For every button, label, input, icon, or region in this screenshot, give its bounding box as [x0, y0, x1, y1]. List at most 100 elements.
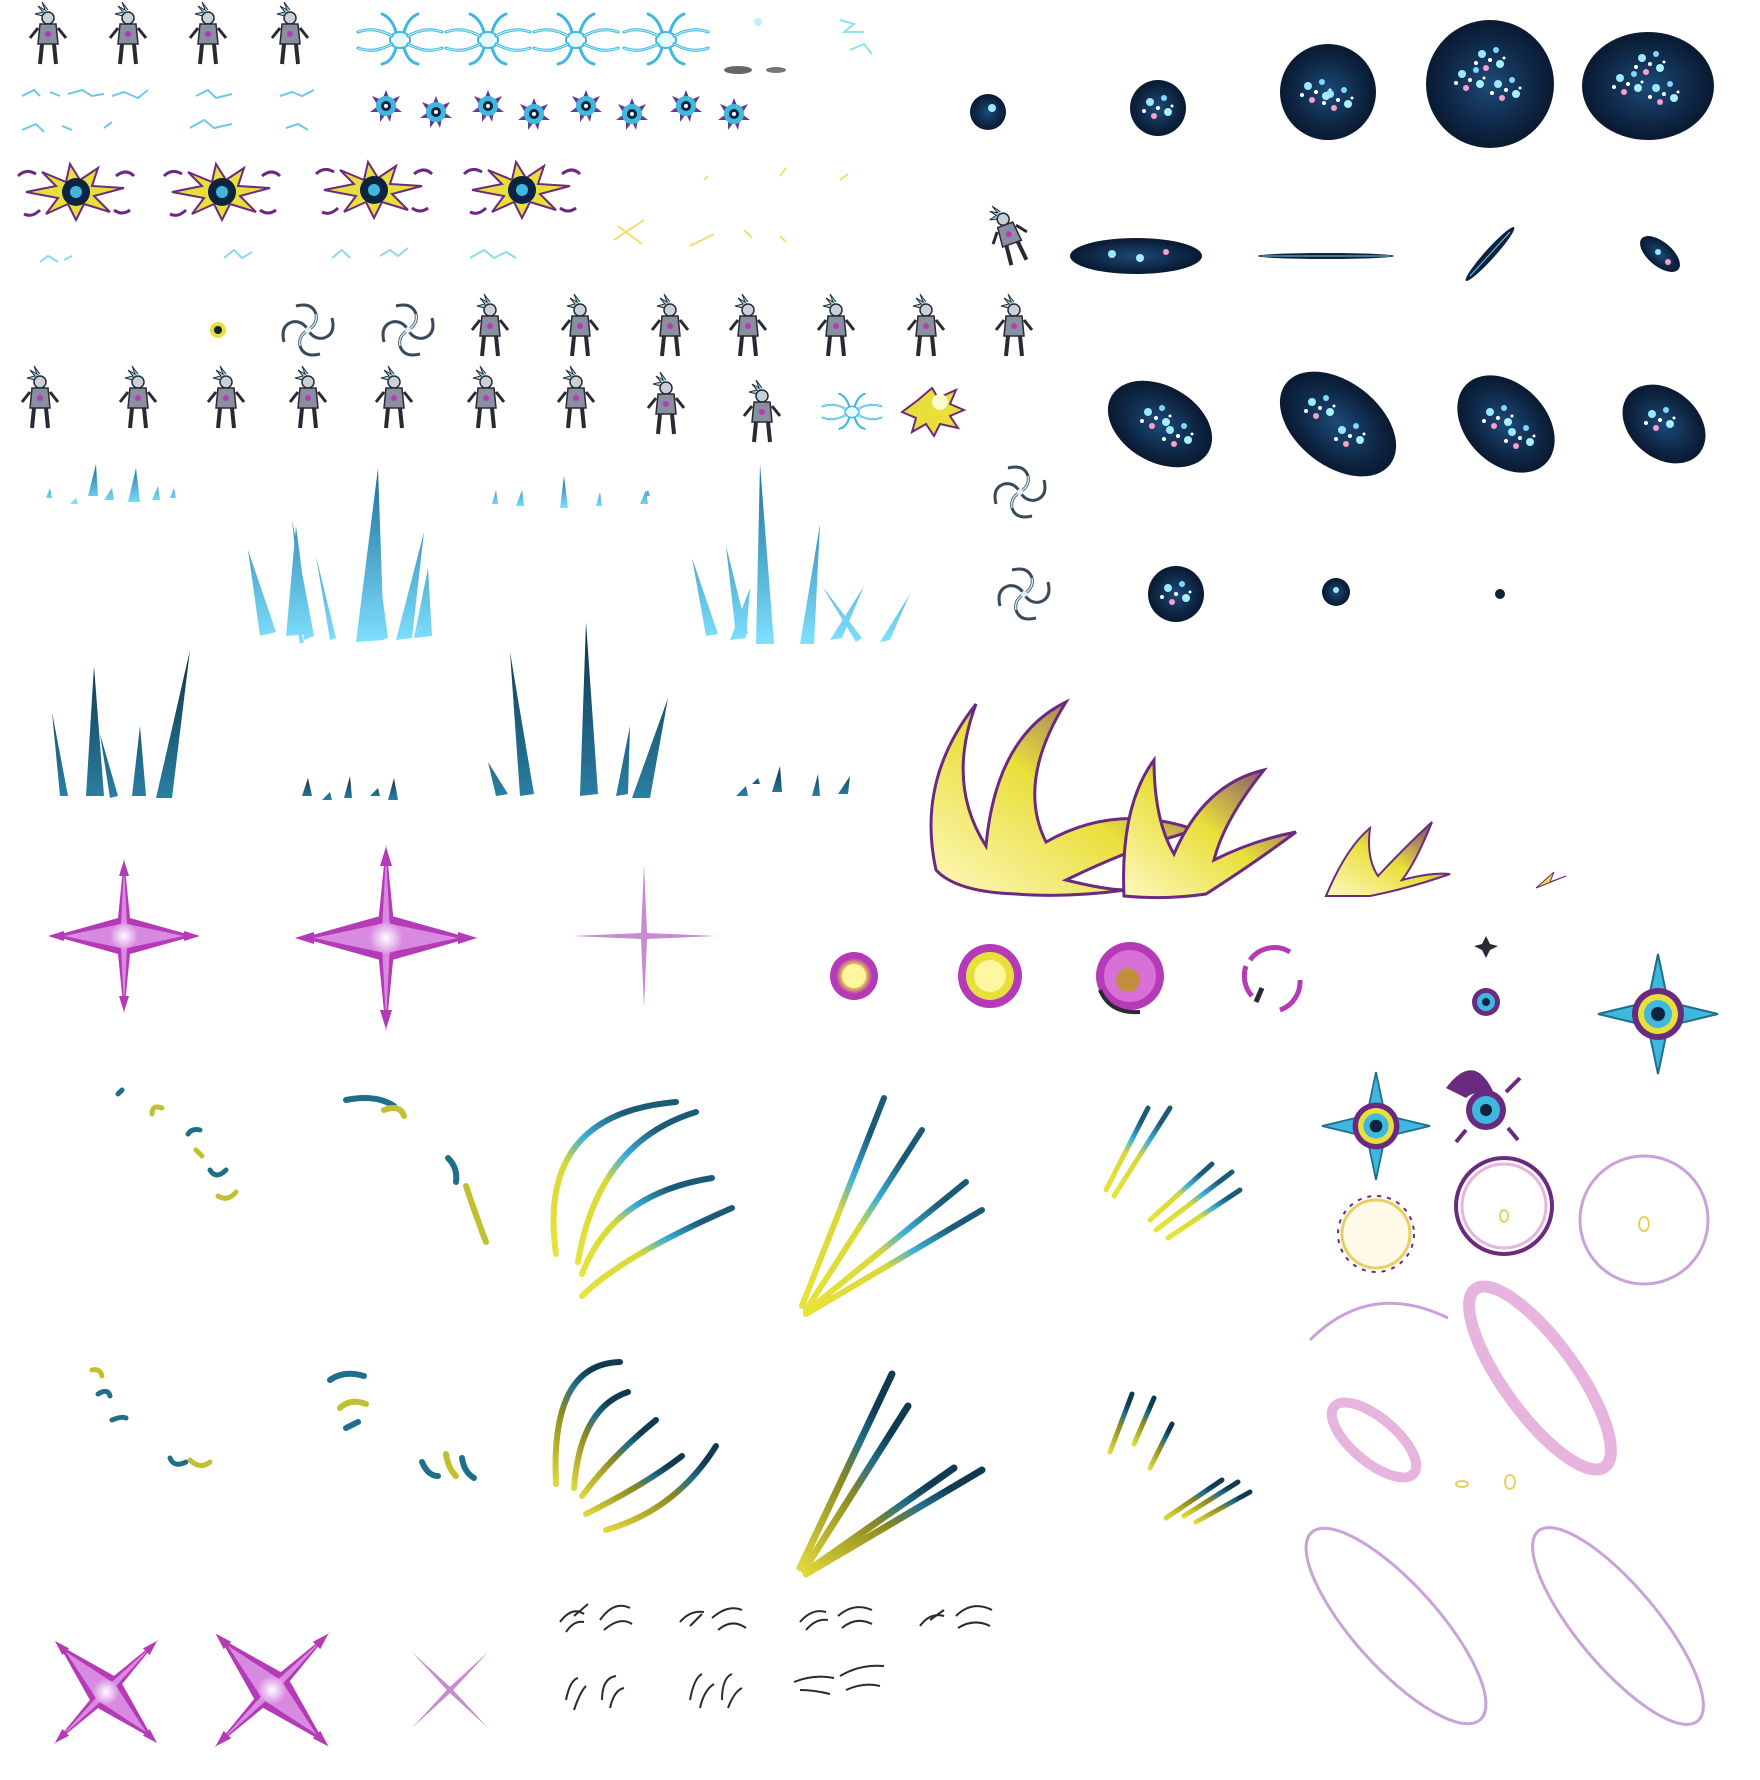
sparkle-icon — [754, 18, 762, 26]
cross-star-icon — [295, 844, 477, 1031]
ice-wisp-icon — [470, 250, 516, 258]
explosion-icon — [164, 164, 280, 220]
ring-icon — [958, 944, 1022, 1008]
cross-star-icon — [48, 858, 200, 1014]
galaxy-ellipse-icon — [1260, 350, 1416, 497]
ice-wisp-frames — [22, 90, 314, 132]
armored-character-icon — [272, 2, 308, 64]
ice-wisp-frames-2 — [40, 248, 516, 262]
streak-icon — [346, 1098, 486, 1242]
galaxy-orb-icon — [1322, 578, 1350, 606]
galaxy-orb-icon — [1280, 44, 1376, 140]
spark-icon — [614, 168, 848, 246]
armored-character-icon — [818, 294, 854, 356]
x-star-icon — [3, 1589, 210, 1780]
ice-wisp-icon — [190, 120, 232, 128]
explosion-icon — [316, 162, 432, 218]
cross-star-icon — [572, 864, 716, 1008]
ring-icon — [1244, 948, 1300, 1010]
flower-orb-icon — [670, 90, 702, 122]
galaxy-ellipse-icon — [1462, 224, 1518, 284]
ice-spike-icon — [492, 476, 650, 508]
magenta-x-star-frames — [3, 1576, 527, 1780]
streak-icon — [554, 1102, 733, 1296]
ellipse-ring-icon — [1505, 1475, 1515, 1489]
vortex-frames-2 — [995, 467, 1049, 619]
galaxy-orb-icon — [1130, 80, 1186, 136]
flower-orb-icon — [370, 90, 402, 122]
tentacle-burst-icon — [534, 14, 618, 64]
ice-spike-icon — [248, 468, 432, 644]
claw-icon — [920, 1606, 992, 1628]
ice-shard-icon — [840, 20, 872, 54]
vortex-frames — [210, 305, 433, 355]
armored-character-icon — [30, 2, 66, 64]
streak-icon — [330, 1374, 474, 1478]
flower-orb-icon — [718, 98, 750, 130]
streak-icon — [1106, 1108, 1240, 1238]
armored-character-icon — [981, 198, 1036, 269]
galaxy-ellipse-icon — [1258, 253, 1394, 259]
explosion-icon — [18, 164, 134, 220]
armored-character-icon — [22, 366, 58, 428]
ellipse-ring-icon — [1508, 1505, 1729, 1746]
galaxy-ellipse-icon — [1607, 368, 1721, 479]
ice-wisp-icon — [22, 122, 112, 132]
character-idle-frames — [30, 2, 308, 64]
armored-character-icon — [376, 366, 412, 428]
pink-ellipse-ring-frames — [1280, 1268, 1728, 1748]
armored-character-icon — [648, 372, 684, 434]
explosion-icon — [902, 388, 964, 436]
ice-wisp-icon — [196, 90, 232, 98]
flower-orb-icon — [570, 90, 602, 122]
burst-icon — [1536, 872, 1566, 888]
claw-icon — [560, 1604, 632, 1632]
galaxy-orb-frames — [970, 20, 1714, 148]
armored-character-icon — [908, 294, 944, 356]
ice-wisp-icon — [22, 90, 104, 96]
dark-spike-icon — [488, 622, 668, 798]
cyan-ice-spike-frames — [46, 464, 910, 644]
armored-character-icon — [120, 366, 156, 428]
armored-character-icon — [110, 2, 146, 64]
vortex-icon — [999, 569, 1049, 619]
claw-icon — [680, 1608, 746, 1630]
blue-flower-orb-frames — [370, 90, 750, 130]
dark-spike-icon — [302, 776, 398, 800]
vortex-icon — [383, 305, 433, 355]
streak-icon — [118, 1090, 236, 1198]
ellipse-ring-icon — [1320, 1390, 1428, 1491]
dark-spike-icon — [736, 766, 850, 796]
shadow-icon — [724, 66, 752, 74]
claw-icon — [800, 1607, 872, 1630]
ring-icon — [1456, 1158, 1552, 1254]
yellow-dark-explosion-frames — [18, 162, 848, 246]
armored-character-icon — [652, 294, 688, 356]
tentacle-burst-icon — [358, 14, 442, 64]
galaxy-orb-frames-2 — [1148, 566, 1505, 622]
burst-icon — [1124, 760, 1296, 898]
explosion-icon — [210, 322, 226, 338]
streak-icon — [1110, 1394, 1250, 1522]
ellipse-ring-icon — [1446, 1268, 1634, 1488]
dark-spike-frames — [52, 622, 850, 800]
compass-star-icon — [1598, 954, 1718, 1074]
ice-wisp-icon — [224, 250, 252, 258]
galaxy-ellipse-icon — [1634, 229, 1686, 278]
ice-spike-icon — [46, 464, 176, 504]
compass-star-icon — [1472, 988, 1500, 1016]
streak-icon — [556, 1362, 716, 1530]
streak-icon — [802, 1098, 982, 1314]
dark-spike-icon — [52, 650, 190, 798]
armored-character-icon — [468, 366, 504, 428]
galaxy-orb-icon — [970, 94, 1006, 130]
armored-character-icon — [290, 366, 326, 428]
flower-orb-icon — [518, 98, 550, 130]
galaxy-ellipse-frames — [981, 198, 1686, 284]
streak-icon — [800, 1374, 982, 1574]
galaxy-ellipse-icon — [1438, 356, 1574, 492]
galaxy-ellipse-frames-2 — [1093, 350, 1722, 497]
tentacle-burst-icon — [446, 14, 530, 64]
magenta-cross-star-frames — [48, 844, 716, 1031]
